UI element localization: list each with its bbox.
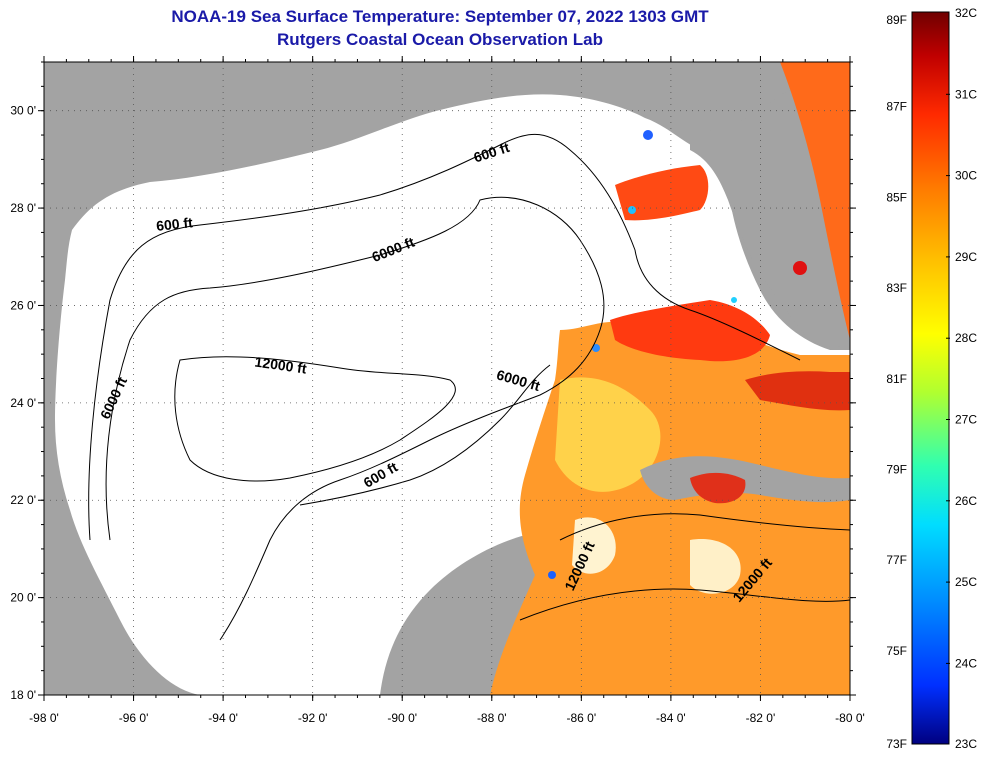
- sst-patch-cool: [555, 377, 661, 492]
- lon-label: -86 0': [567, 711, 597, 725]
- colorbar: [911, 11, 950, 745]
- colorbar-fahrenheit-labels: 89F 87F 85F 83F 81F 79F 77F 75F 73F: [886, 13, 907, 751]
- lake-okeechobee-hot: [793, 261, 807, 275]
- contour-caribbean-2: [519, 588, 850, 621]
- colorbar-c-label: 31C: [955, 87, 977, 101]
- colorbar-c-label: 28C: [955, 331, 977, 345]
- lon-label: -84 0': [656, 711, 686, 725]
- map-subtitle: Rutgers Coastal Ocean Observation Lab: [277, 30, 603, 49]
- colorbar-c-label: 27C: [955, 413, 977, 427]
- contour-label: 12000 ft: [254, 353, 308, 376]
- colorbar-celsius-labels: 32C 31C 30C 29C 28C 27C 26C 25C 24C 23C: [946, 6, 977, 751]
- colorbar-f-label: 79F: [886, 463, 907, 477]
- sst-patch-white-2: [690, 539, 741, 594]
- colorbar-c-label: 23C: [955, 737, 977, 751]
- sst-hotspot-panhandle: [615, 165, 709, 221]
- cold-speck: [628, 206, 636, 214]
- contour-600ft-south: [299, 364, 551, 506]
- contour-600ft-north: [88, 133, 801, 541]
- latitude-labels: 30 0' 28 0' 26 0' 24 0' 22 0' 20 0' 18 0': [10, 104, 36, 702]
- lon-label: -94 0': [208, 711, 238, 725]
- graticule: [44, 62, 850, 695]
- colorbar-f-label: 81F: [886, 372, 907, 386]
- colorbar-c-label: 25C: [955, 575, 977, 589]
- contour-12000ft: [174, 356, 456, 482]
- cold-speck: [643, 130, 653, 140]
- colorbar-c-label: 24C: [955, 656, 977, 670]
- sst-hotspot-caribbean: [690, 472, 746, 504]
- longitude-labels: -98 0' -96 0' -94 0' -92 0' -90 0' -88 0' -86 …: [29, 711, 865, 725]
- cold-speck: [592, 344, 600, 352]
- lon-label: -96 0': [119, 711, 149, 725]
- lon-label: -82 0': [746, 711, 776, 725]
- colorbar-f-label: 89F: [886, 13, 907, 27]
- colorbar-c-label: 26C: [955, 494, 977, 508]
- sst-data-atlantic: [780, 62, 850, 340]
- axis-ticks: [38, 56, 856, 701]
- lon-label: -90 0': [387, 711, 417, 725]
- lon-label: -92 0': [298, 711, 328, 725]
- lat-label: 28 0': [10, 201, 36, 215]
- cold-speck: [731, 297, 737, 303]
- cold-speck: [548, 571, 556, 579]
- colorbar-f-label: 73F: [886, 737, 907, 751]
- cuba-land: [640, 456, 850, 503]
- colorbar-f-label: 83F: [886, 281, 907, 295]
- colorbar-f-label: 75F: [886, 644, 907, 658]
- colorbar-f-label: 85F: [886, 190, 907, 204]
- colorbar-f-label: 77F: [886, 553, 907, 567]
- lat-label: 26 0': [10, 298, 36, 312]
- lon-label: -88 0': [477, 711, 507, 725]
- sst-patch-white: [572, 517, 616, 574]
- map-area: [44, 62, 850, 695]
- sst-hotspot-west-florida: [610, 300, 770, 362]
- colorbar-c-label: 29C: [955, 250, 977, 264]
- lon-label: -80 0': [835, 711, 865, 725]
- colorbar-c-label: 30C: [955, 169, 977, 183]
- lat-label: 18 0': [10, 688, 36, 702]
- contour-caribbean-1: [559, 513, 850, 541]
- colorbar-c-label: 32C: [955, 6, 977, 20]
- contour-label: 600 ft: [155, 214, 193, 234]
- contour-6000ft: [105, 196, 605, 641]
- lon-label: -98 0': [29, 711, 59, 725]
- lat-label: 20 0': [10, 591, 36, 605]
- lat-label: 30 0': [10, 104, 36, 118]
- lat-label: 24 0': [10, 396, 36, 410]
- colorbar-f-label: 87F: [886, 100, 907, 114]
- lat-label: 22 0': [10, 493, 36, 507]
- map-title: NOAA-19 Sea Surface Temperature: Septemb…: [171, 7, 709, 26]
- sst-hotspot-keys: [745, 371, 850, 411]
- bathymetry-contours: [88, 133, 850, 641]
